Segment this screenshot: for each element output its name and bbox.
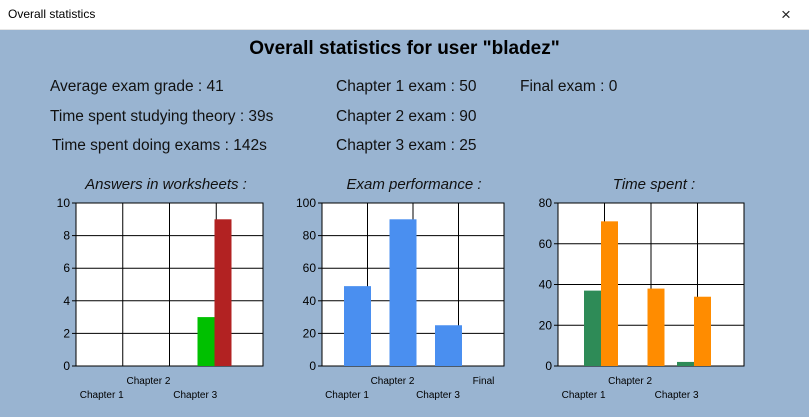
y-tick-label: 20	[303, 326, 317, 340]
bar	[214, 219, 232, 366]
y-tick-label: 80	[539, 196, 553, 210]
y-tick-label: 100	[296, 196, 316, 210]
chapter2-exam-label: Chapter 2 exam : 90	[336, 108, 477, 125]
page-title: Overall statistics for user "bladez"	[249, 38, 560, 59]
y-tick-label: 2	[63, 326, 70, 340]
bar	[647, 288, 665, 366]
y-tick-label: 10	[57, 196, 71, 210]
worksheets-chart-title: Answers in worksheets :	[85, 176, 247, 193]
time-chart-title: Time spent :	[612, 176, 696, 193]
y-tick-label: 40	[303, 294, 317, 308]
x-tick-label: Chapter 2	[608, 376, 652, 387]
y-tick-label: 8	[63, 229, 70, 243]
chapter3-exam-label: Chapter 3 exam : 25	[336, 137, 477, 154]
close-icon[interactable]: ×	[781, 5, 791, 24]
bar	[677, 361, 694, 366]
x-tick-label: Chapter 2	[371, 376, 415, 387]
final-exam-label: Final exam : 0	[520, 78, 618, 95]
bar	[435, 325, 462, 366]
x-tick-label: Chapter 3	[416, 390, 460, 401]
x-tick-label: Chapter 3	[655, 390, 699, 401]
y-tick-label: 0	[545, 359, 552, 373]
x-tick-label: Chapter 1	[325, 390, 369, 401]
y-tick-label: 0	[309, 359, 316, 373]
bar	[389, 219, 417, 366]
y-tick-label: 0	[63, 359, 70, 373]
x-tick-label: Chapter 3	[173, 390, 217, 401]
y-tick-label: 60	[539, 237, 553, 251]
bar	[694, 296, 711, 366]
bar	[197, 317, 215, 366]
bar	[601, 221, 618, 366]
window-title: Overall statistics	[8, 7, 96, 21]
title-bar: Overall statistics ×	[0, 0, 809, 30]
x-tick-label: Final	[473, 376, 495, 387]
bar	[584, 290, 601, 366]
exam-chart-title: Exam performance :	[346, 176, 482, 193]
average-grade-label: Average exam grade : 41	[50, 78, 224, 95]
y-tick-label: 80	[303, 229, 317, 243]
x-tick-label: Chapter 1	[80, 390, 124, 401]
theory-time-label: Time spent studying theory : 39s	[50, 108, 274, 125]
bar	[344, 286, 371, 366]
y-tick-label: 6	[63, 261, 70, 275]
x-tick-label: Chapter 1	[562, 390, 606, 401]
y-tick-label: 40	[539, 278, 553, 292]
y-tick-label: 20	[539, 318, 553, 332]
x-tick-label: Chapter 2	[127, 376, 171, 387]
chapter1-exam-label: Chapter 1 exam : 50	[336, 78, 477, 95]
y-tick-label: 60	[303, 261, 317, 275]
y-tick-label: 4	[63, 294, 70, 308]
exam-time-label: Time spent doing exams : 142s	[52, 137, 267, 154]
